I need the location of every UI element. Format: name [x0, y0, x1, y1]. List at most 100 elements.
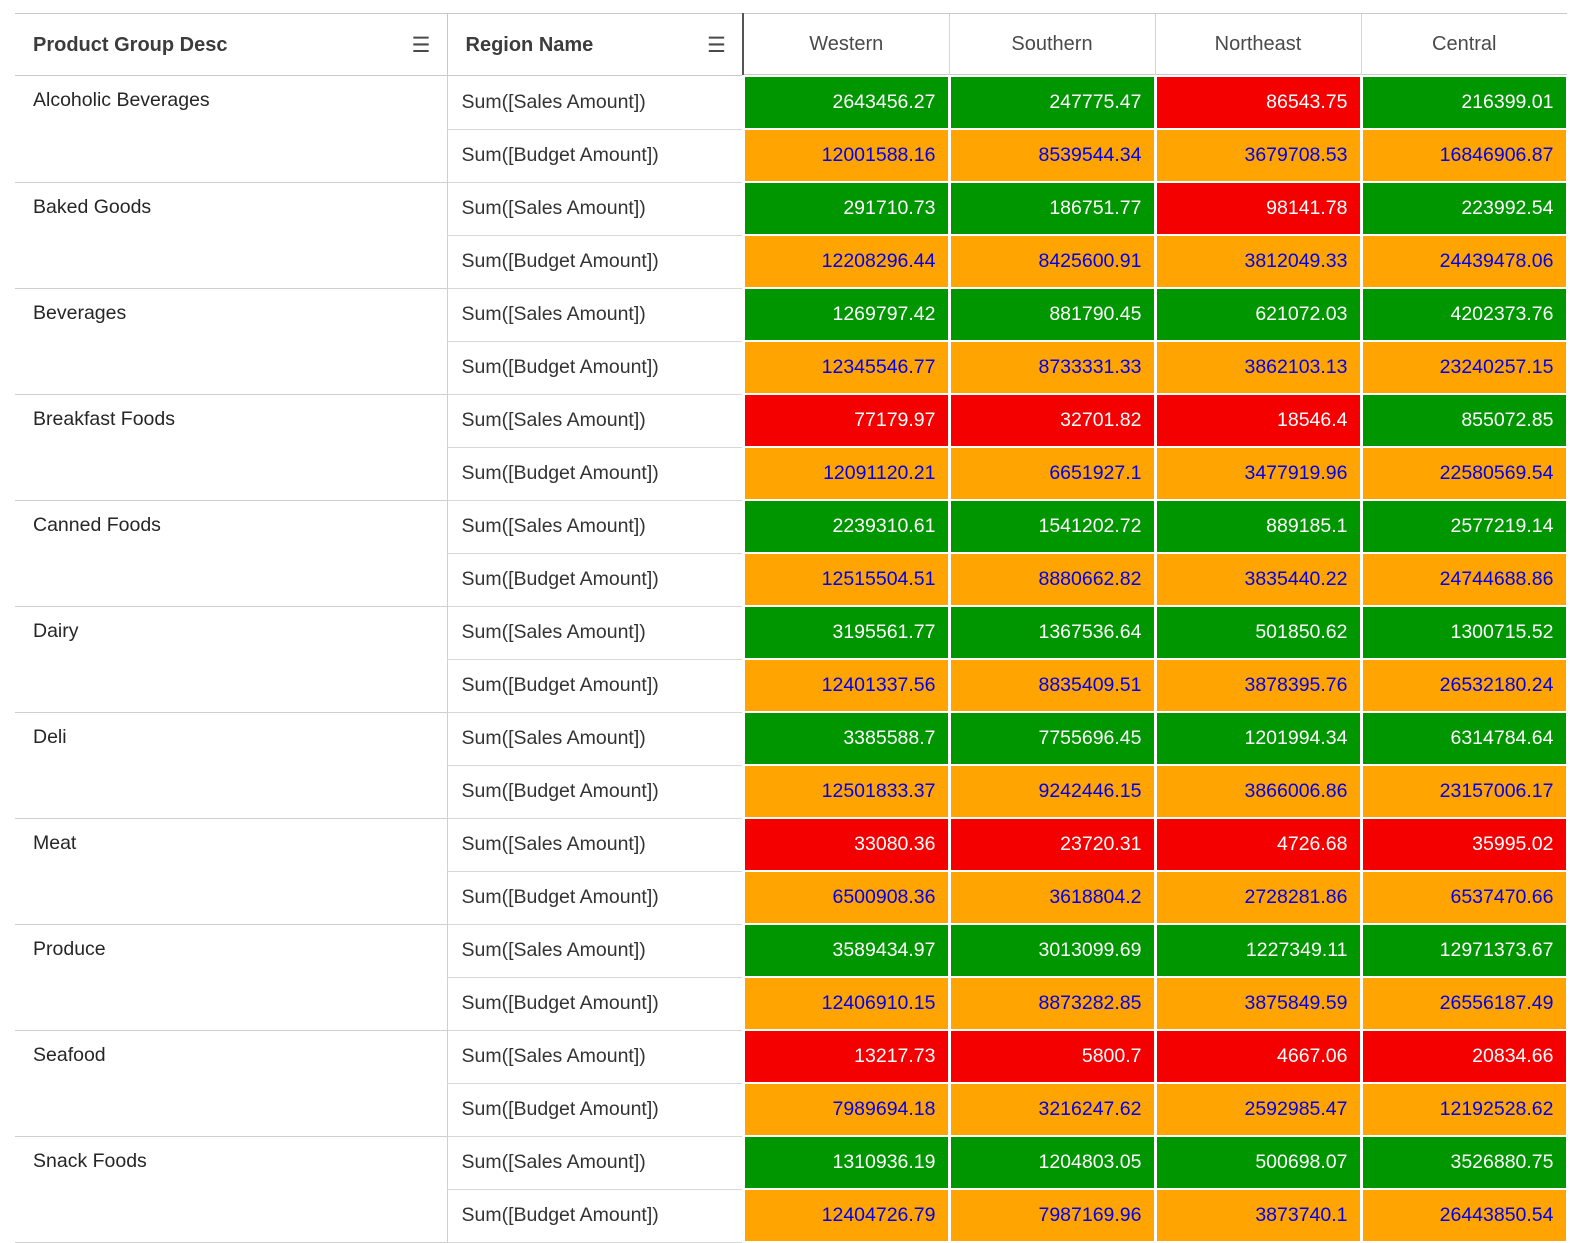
sales-value-cell[interactable]: 1367536.64	[947, 605, 1157, 660]
budget-value-cell[interactable]: 26532180.24	[1359, 658, 1569, 713]
sales-value-cell[interactable]: 501850.62	[1153, 605, 1363, 660]
sales-value-cell[interactable]: 3589434.97	[741, 923, 951, 978]
budget-value-cell[interactable]: 6651927.1	[947, 446, 1157, 501]
budget-measure-label: Sum([Budget Amount])	[446, 341, 743, 395]
budget-value-cell[interactable]: 3679708.53	[1153, 128, 1363, 183]
sales-value-cell[interactable]: 2643456.27	[741, 75, 951, 130]
sales-value-cell[interactable]: 500698.07	[1153, 1135, 1363, 1190]
budget-value-cell[interactable]: 12515504.51	[741, 552, 951, 607]
sales-value-cell[interactable]: 1201994.34	[1153, 711, 1363, 766]
budget-value-cell[interactable]: 3835440.22	[1153, 552, 1363, 607]
region-column-header-central[interactable]: Central	[1360, 13, 1567, 76]
region-name-header[interactable]: Region Name ☰	[446, 13, 744, 76]
budget-value-cell[interactable]: 8733331.33	[947, 340, 1157, 395]
sales-value-cell[interactable]: 33080.36	[741, 817, 951, 872]
sales-value-cell[interactable]: 3195561.77	[741, 605, 951, 660]
budget-value-cell[interactable]: 3873740.1	[1153, 1188, 1363, 1243]
budget-value-cell[interactable]: 3477919.96	[1153, 446, 1363, 501]
sales-value-cell[interactable]: 23720.31	[947, 817, 1157, 872]
budget-value-cell[interactable]: 2592985.47	[1153, 1082, 1363, 1137]
budget-value-cell[interactable]: 12091120.21	[741, 446, 951, 501]
sales-value-cell[interactable]: 35995.02	[1359, 817, 1569, 872]
sales-value-cell[interactable]: 1300715.52	[1359, 605, 1569, 660]
sales-value-cell[interactable]: 20834.66	[1359, 1029, 1569, 1084]
sales-value-cell[interactable]: 1227349.11	[1153, 923, 1363, 978]
budget-value-cell[interactable]: 3878395.76	[1153, 658, 1363, 713]
budget-value-cell[interactable]: 12208296.44	[741, 234, 951, 289]
sales-value-cell[interactable]: 216399.01	[1359, 75, 1569, 130]
budget-value-cell[interactable]: 12501833.37	[741, 764, 951, 819]
sales-value-cell[interactable]: 13217.73	[741, 1029, 951, 1084]
sales-value-cell[interactable]: 1541202.72	[947, 499, 1157, 554]
sales-value-cell[interactable]: 77179.97	[741, 393, 951, 448]
region-column-header-northeast[interactable]: Northeast	[1154, 13, 1361, 76]
sales-value-cell[interactable]: 18546.4	[1153, 393, 1363, 448]
menu-icon[interactable]: ☰	[411, 33, 431, 57]
budget-value-cell[interactable]: 23240257.15	[1359, 340, 1569, 395]
budget-value-cell[interactable]: 9242446.15	[947, 764, 1157, 819]
sales-value-cell[interactable]: 4667.06	[1153, 1029, 1363, 1084]
budget-value-cell[interactable]: 3875849.59	[1153, 976, 1363, 1031]
sales-value-cell[interactable]: 7755696.45	[947, 711, 1157, 766]
budget-measure-label: Sum([Budget Amount])	[446, 129, 743, 183]
sales-value-cell[interactable]: 223992.54	[1359, 181, 1569, 236]
budget-value-cell[interactable]: 8873282.85	[947, 976, 1157, 1031]
budget-value-cell[interactable]: 3866006.86	[1153, 764, 1363, 819]
budget-value-cell[interactable]: 8880662.82	[947, 552, 1157, 607]
sales-value-cell[interactable]: 98141.78	[1153, 181, 1363, 236]
sales-value-cell[interactable]: 86543.75	[1153, 75, 1363, 130]
budget-value-cell[interactable]: 6537470.66	[1359, 870, 1569, 925]
budget-value-cell[interactable]: 26556187.49	[1359, 976, 1569, 1031]
sales-value-cell[interactable]: 6314784.64	[1359, 711, 1569, 766]
sales-value-cell[interactable]: 4726.68	[1153, 817, 1363, 872]
budget-value-cell[interactable]: 16846906.87	[1359, 128, 1569, 183]
sales-value-cell[interactable]: 291710.73	[741, 181, 951, 236]
sales-measure-label: Sum([Sales Amount])	[446, 76, 743, 130]
region-column-header-southern[interactable]: Southern	[948, 13, 1155, 76]
sales-value-cell[interactable]: 889185.1	[1153, 499, 1363, 554]
budget-value-cell[interactable]: 2728281.86	[1153, 870, 1363, 925]
budget-value-cell[interactable]: 8539544.34	[947, 128, 1157, 183]
menu-icon[interactable]: ☰	[707, 33, 726, 57]
budget-value-cell[interactable]: 3216247.62	[947, 1082, 1157, 1137]
sales-value-cell[interactable]: 4202373.76	[1359, 287, 1569, 342]
sales-value-cell[interactable]: 247775.47	[947, 75, 1157, 130]
budget-value-cell[interactable]: 7989694.18	[741, 1082, 951, 1137]
sales-value-cell[interactable]: 2577219.14	[1359, 499, 1569, 554]
budget-value-cell[interactable]: 3812049.33	[1153, 234, 1363, 289]
budget-value-cell[interactable]: 6500908.36	[741, 870, 951, 925]
budget-value-cell[interactable]: 22580569.54	[1359, 446, 1569, 501]
budget-value-cell[interactable]: 26443850.54	[1359, 1188, 1569, 1243]
budget-value-cell[interactable]: 8425600.91	[947, 234, 1157, 289]
budget-value-cell[interactable]: 12401337.56	[741, 658, 951, 713]
region-column-header-western[interactable]: Western	[742, 13, 949, 76]
budget-value-cell[interactable]: 7987169.96	[947, 1188, 1157, 1243]
budget-value-cell[interactable]: 12406910.15	[741, 976, 951, 1031]
sales-value-cell[interactable]: 1310936.19	[741, 1135, 951, 1190]
sales-value-cell[interactable]: 2239310.61	[741, 499, 951, 554]
budget-row: Sum([Budget Amount]) 12345546.77 8733331.3…	[15, 340, 1569, 395]
budget-value-cell[interactable]: 23157006.17	[1359, 764, 1569, 819]
budget-value-cell[interactable]: 12001588.16	[741, 128, 951, 183]
budget-value-cell[interactable]: 12192528.62	[1359, 1082, 1569, 1137]
budget-value-cell[interactable]: 24744688.86	[1359, 552, 1569, 607]
sales-value-cell[interactable]: 3526880.75	[1359, 1135, 1569, 1190]
product-group-header[interactable]: Product Group Desc ☰	[15, 13, 447, 76]
sales-value-cell[interactable]: 32701.82	[947, 393, 1157, 448]
sales-value-cell[interactable]: 1204803.05	[947, 1135, 1157, 1190]
sales-value-cell[interactable]: 5800.7	[947, 1029, 1157, 1084]
sales-value-cell[interactable]: 621072.03	[1153, 287, 1363, 342]
sales-value-cell[interactable]: 3385588.7	[741, 711, 951, 766]
sales-value-cell[interactable]: 12971373.67	[1359, 923, 1569, 978]
sales-value-cell[interactable]: 1269797.42	[741, 287, 951, 342]
budget-value-cell[interactable]: 3862103.13	[1153, 340, 1363, 395]
budget-value-cell[interactable]: 12404726.79	[741, 1188, 951, 1243]
budget-value-cell[interactable]: 8835409.51	[947, 658, 1157, 713]
budget-value-cell[interactable]: 12345546.77	[741, 340, 951, 395]
budget-value-cell[interactable]: 24439478.06	[1359, 234, 1569, 289]
sales-value-cell[interactable]: 881790.45	[947, 287, 1157, 342]
sales-value-cell[interactable]: 186751.77	[947, 181, 1157, 236]
sales-value-cell[interactable]: 3013099.69	[947, 923, 1157, 978]
budget-value-cell[interactable]: 3618804.2	[947, 870, 1157, 925]
sales-value-cell[interactable]: 855072.85	[1359, 393, 1569, 448]
